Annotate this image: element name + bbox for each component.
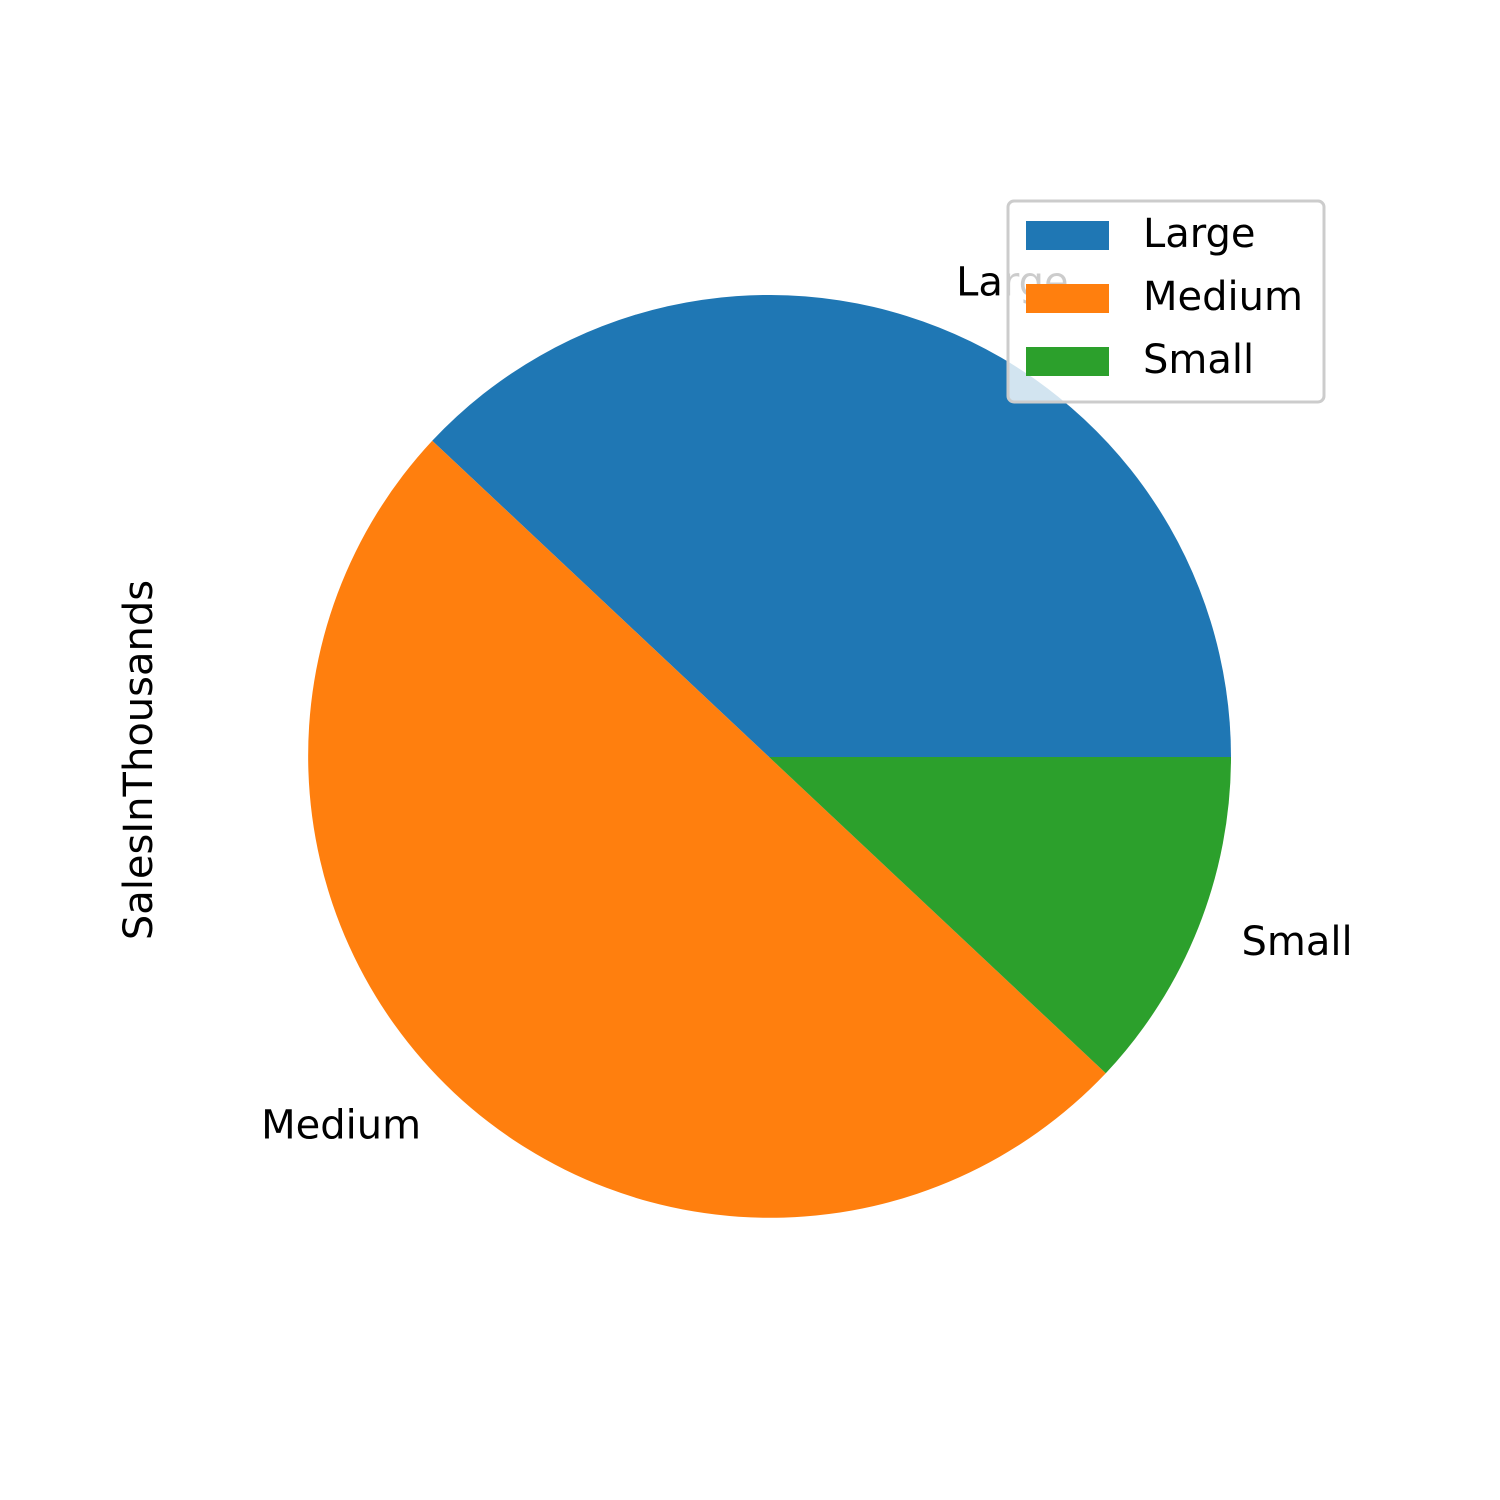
- legend-label-large: Large: [1143, 211, 1256, 257]
- pie-slice-medium: [308, 440, 1106, 1218]
- pie-label-small: Small: [1242, 919, 1353, 965]
- pie-slice-large: [432, 295, 1232, 757]
- legend-swatch-small: [1026, 347, 1109, 376]
- legend-items: Large Medium Small: [1026, 211, 1303, 383]
- legend-swatch-large: [1026, 221, 1109, 250]
- legend-label-small: Small: [1143, 337, 1254, 383]
- pie-slices: [308, 295, 1232, 1218]
- legend-label-medium: Medium: [1143, 274, 1303, 320]
- legend: Large Medium Small: [1006, 199, 1326, 404]
- pie-slice-small: [769, 757, 1231, 1074]
- legend-swatch-medium: [1026, 284, 1109, 313]
- y-axis-label: SalesInThousands: [116, 580, 162, 940]
- pie-label-medium: Medium: [261, 1103, 421, 1149]
